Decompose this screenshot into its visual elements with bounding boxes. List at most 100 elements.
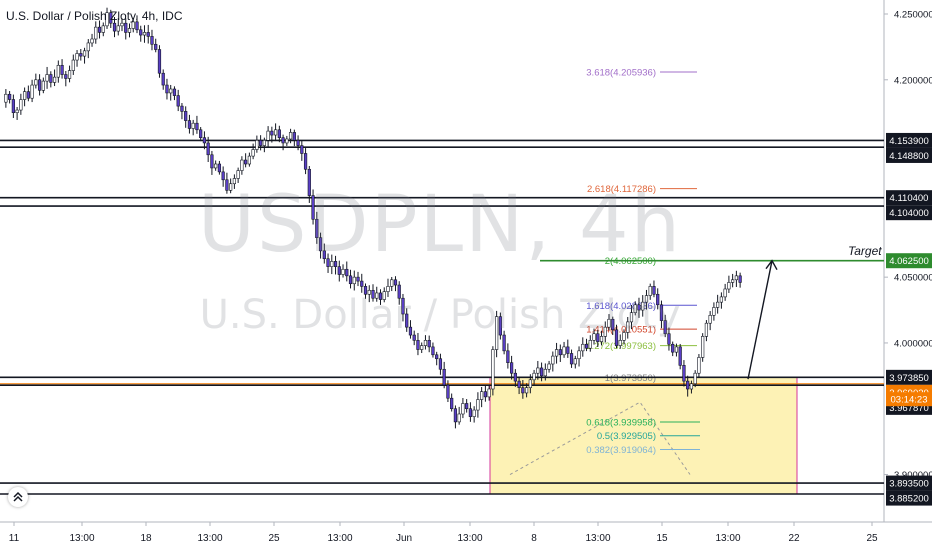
candle-body	[232, 178, 237, 185]
x-tick-label: 13:00	[197, 533, 222, 544]
x-tick-label: 13:00	[457, 533, 482, 544]
candle-body	[667, 333, 671, 345]
price-tag	[886, 147, 932, 163]
x-tick-label: 13:00	[715, 533, 740, 544]
candle-body	[704, 322, 709, 337]
candle-body	[101, 25, 105, 33]
price-tag-label: 3.967870	[889, 403, 929, 414]
fib-level-label: 1.272(3.997963)	[586, 341, 656, 352]
candle-body	[663, 320, 667, 335]
candle-body	[569, 353, 574, 365]
candle-body	[330, 261, 334, 267]
candle-body	[637, 304, 641, 311]
candle-body	[558, 349, 562, 356]
candle-body	[652, 286, 656, 295]
candle-body	[528, 379, 532, 388]
candle-body	[195, 122, 199, 131]
range-box	[489, 376, 798, 495]
candle-body	[581, 343, 585, 352]
candle-body	[453, 408, 458, 423]
candle-body	[378, 292, 383, 300]
y-tick-label: 4.250000	[894, 10, 932, 21]
candle-body	[678, 346, 682, 366]
price-tag	[886, 490, 932, 506]
candle-body	[288, 132, 293, 140]
candle-body	[487, 388, 491, 398]
price-tag-label: 4.062500	[889, 256, 929, 267]
candle-body	[45, 74, 49, 82]
candle-body	[693, 372, 697, 385]
candle-body	[577, 350, 581, 360]
fib-level-label: 0.5(3.929505)	[597, 431, 656, 442]
price-tag	[886, 132, 932, 148]
candle-body	[513, 372, 517, 382]
candle-body	[292, 132, 296, 141]
candle-body	[506, 350, 510, 363]
candle-body	[161, 72, 165, 86]
candle-body	[551, 355, 555, 365]
x-tick-label: 18	[140, 533, 152, 544]
dashed-pattern-line	[509, 401, 691, 475]
chart-title: U.S. Dollar / Polish Zloty, 4h, IDC	[6, 9, 183, 23]
candle-body	[738, 275, 742, 283]
candle-body	[124, 22, 128, 33]
candle-body	[165, 84, 169, 94]
candle-body	[322, 250, 326, 260]
price-tag	[886, 253, 932, 269]
candle-body	[247, 155, 251, 165]
candle-body	[262, 140, 266, 146]
candle-body	[172, 88, 177, 96]
candle-body	[184, 111, 188, 121]
candle-body	[596, 333, 600, 342]
price-tag	[886, 190, 932, 206]
fib-level-label: 1.414(4.010551)	[586, 325, 656, 336]
candle-body	[180, 105, 184, 112]
candle-body	[524, 387, 529, 394]
candle-body	[266, 130, 270, 141]
candle-body	[112, 22, 117, 32]
candle-body	[498, 316, 502, 336]
price-tag-label: 3.893500	[889, 479, 929, 490]
scroll-to-top-button[interactable]	[8, 487, 28, 507]
candle-body	[450, 397, 454, 410]
candle-body	[716, 301, 720, 308]
candle-body	[277, 129, 281, 138]
candle-body	[146, 32, 150, 37]
x-tick-label: 11	[9, 533, 20, 544]
candle-body	[150, 36, 154, 45]
candle-body	[539, 367, 544, 377]
candle-body	[648, 286, 652, 296]
price-axis[interactable]: 4.250000 4.200000 4.050000 4.000000 3.900000…	[884, 10, 932, 506]
candle-body	[86, 42, 90, 52]
candle-body	[502, 334, 506, 352]
fib-level-label: 2.618(4.117286)	[587, 184, 656, 195]
candle-body	[592, 333, 596, 341]
candle-body	[689, 383, 694, 390]
time-axis[interactable]: 11 13:00 18 13:00 25 13:00 Jun 13:00 8 13:00 15 13:…	[9, 522, 878, 544]
candle-body	[307, 168, 311, 196]
candle-body	[656, 293, 660, 306]
candle-body	[393, 279, 398, 286]
candle-body	[34, 79, 38, 86]
candle-body	[465, 403, 469, 410]
candle-body	[341, 268, 345, 275]
candle-body	[626, 321, 630, 333]
candle-body	[4, 93, 8, 103]
candle-body	[352, 276, 356, 285]
candle-body	[333, 261, 338, 267]
watermark-name: U.S. Dollar / Polish Zloty	[199, 292, 681, 338]
countdown-tag	[886, 392, 932, 407]
candle-body	[348, 275, 353, 285]
candle-body	[521, 387, 525, 394]
candle-body	[547, 363, 551, 370]
candle-body	[105, 12, 109, 27]
candle-body	[11, 99, 15, 113]
x-tick-label: 13:00	[585, 533, 610, 544]
candle-body	[240, 159, 244, 171]
candle-body	[536, 367, 540, 374]
candle-body	[52, 76, 57, 83]
fib-level-label: 3.618(4.205936)	[586, 67, 656, 78]
candle-body	[629, 312, 634, 323]
candle-body	[611, 318, 615, 331]
